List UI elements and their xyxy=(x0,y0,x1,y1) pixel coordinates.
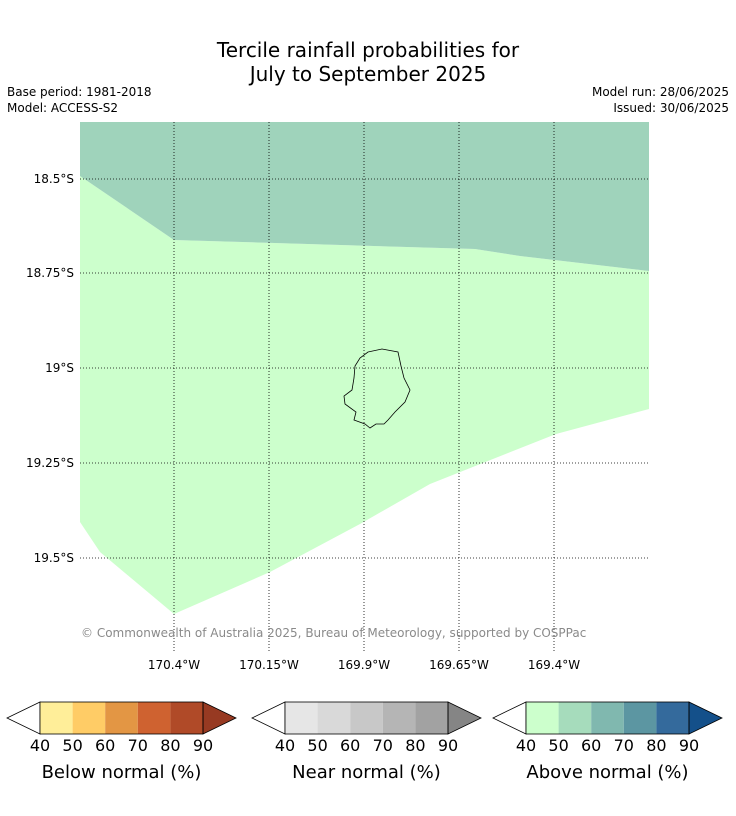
colorbar-title: Below normal (%) xyxy=(41,762,202,783)
copyright-credit: © Commonwealth of Australia 2025, Bureau… xyxy=(81,626,587,640)
colorbar-tick-label: 40 xyxy=(29,736,51,755)
colorbar-cell xyxy=(350,702,383,734)
niue-island-outline xyxy=(343,348,411,429)
colorbar-outline xyxy=(525,701,690,735)
base-period: Base period: 1981-2018 xyxy=(7,85,152,99)
colorbar-tick-label: 40 xyxy=(274,736,296,755)
colorbar-title: Near normal (%) xyxy=(292,762,441,783)
gridlines xyxy=(80,122,649,652)
colorbar-tick-label: 40 xyxy=(515,736,537,755)
colorbar-low-extend xyxy=(6,701,41,735)
colorbar-cell xyxy=(623,702,657,734)
colorbar-tick-label: 80 xyxy=(646,736,667,755)
issued-date: Issued: 30/06/2025 xyxy=(613,101,729,115)
colorbar-tick-label: 90 xyxy=(192,736,214,755)
colorbar-cell xyxy=(591,702,624,734)
colorbar-above-normal xyxy=(492,701,723,735)
lon-label: 170.15°W xyxy=(239,658,299,672)
colorbar-cell xyxy=(72,702,106,734)
meta-right: Model run: 28/06/2025 Issued: 30/06/2025 xyxy=(592,84,729,116)
colorbar-tick-label: 70 xyxy=(127,736,148,755)
colorbar-below-normal xyxy=(6,701,237,735)
colorbar-tick-label: 60 xyxy=(340,736,361,755)
colorbar-cell xyxy=(285,702,318,734)
colorbar-title: Above normal (%) xyxy=(526,762,689,783)
colorbar-outline xyxy=(39,701,204,735)
lon-label: 169.65°W xyxy=(429,658,489,672)
region-above-50 xyxy=(80,122,649,271)
colorbar-cell xyxy=(40,702,73,734)
colorbar-tick-label: 50 xyxy=(548,736,569,755)
colorbar-near-normal xyxy=(251,701,482,735)
colorbar-tick-label: 60 xyxy=(581,736,602,755)
colorbar-cell xyxy=(382,702,416,734)
lon-label: 169.9°W xyxy=(337,658,391,672)
title-line-2: July to September 2025 xyxy=(249,62,487,86)
colorbar-tick-label: 90 xyxy=(437,736,459,755)
title-line-1: Tercile rainfall probabilities for xyxy=(216,38,520,62)
lat-label: 18.5°S xyxy=(33,172,74,186)
colorbar-cell xyxy=(317,702,351,734)
colorbar-high-extend xyxy=(447,701,482,735)
colorbar-high-extend xyxy=(688,701,723,735)
colorbar-tick-label: 70 xyxy=(372,736,393,755)
lon-label: 169.4°W xyxy=(527,658,581,672)
colorbar-high-extend xyxy=(202,701,237,735)
colorbar-cell xyxy=(415,702,448,734)
lon-label: 170.4°W xyxy=(147,658,201,672)
colorbar-low-extend xyxy=(251,701,286,735)
colorbar-cell xyxy=(170,702,203,734)
model-name: Model: ACCESS-S2 xyxy=(7,101,119,115)
colorbar-cell xyxy=(558,702,592,734)
lat-label: 19.25°S xyxy=(26,456,74,470)
colorbar-cell xyxy=(137,702,171,734)
colorbar-low-extend xyxy=(492,701,527,735)
model-run: Model run: 28/06/2025 xyxy=(591,85,729,99)
colorbar-cell xyxy=(105,702,138,734)
lat-label: 18.75°S xyxy=(26,266,74,280)
colorbar-cell xyxy=(526,702,559,734)
colorbar-tick-label: 80 xyxy=(405,736,426,755)
colorbar-outline xyxy=(284,701,449,735)
colorbar-tick-label: 50 xyxy=(307,736,328,755)
meta-left: Base period: 1981-2018 Model: ACCESS-S2 xyxy=(7,84,152,116)
region-above-40 xyxy=(80,176,649,614)
lat-label: 19°S xyxy=(45,361,74,375)
colorbar-tick-label: 50 xyxy=(62,736,83,755)
colorbar-cell xyxy=(656,702,689,734)
colorbar-tick-label: 90 xyxy=(678,736,700,755)
colorbar-tick-label: 70 xyxy=(613,736,634,755)
colorbar-tick-label: 60 xyxy=(95,736,116,755)
lat-label: 19.5°S xyxy=(33,551,74,565)
colorbar-tick-label: 80 xyxy=(160,736,181,755)
map-title: Tercile rainfall probabilities for July … xyxy=(0,38,736,86)
